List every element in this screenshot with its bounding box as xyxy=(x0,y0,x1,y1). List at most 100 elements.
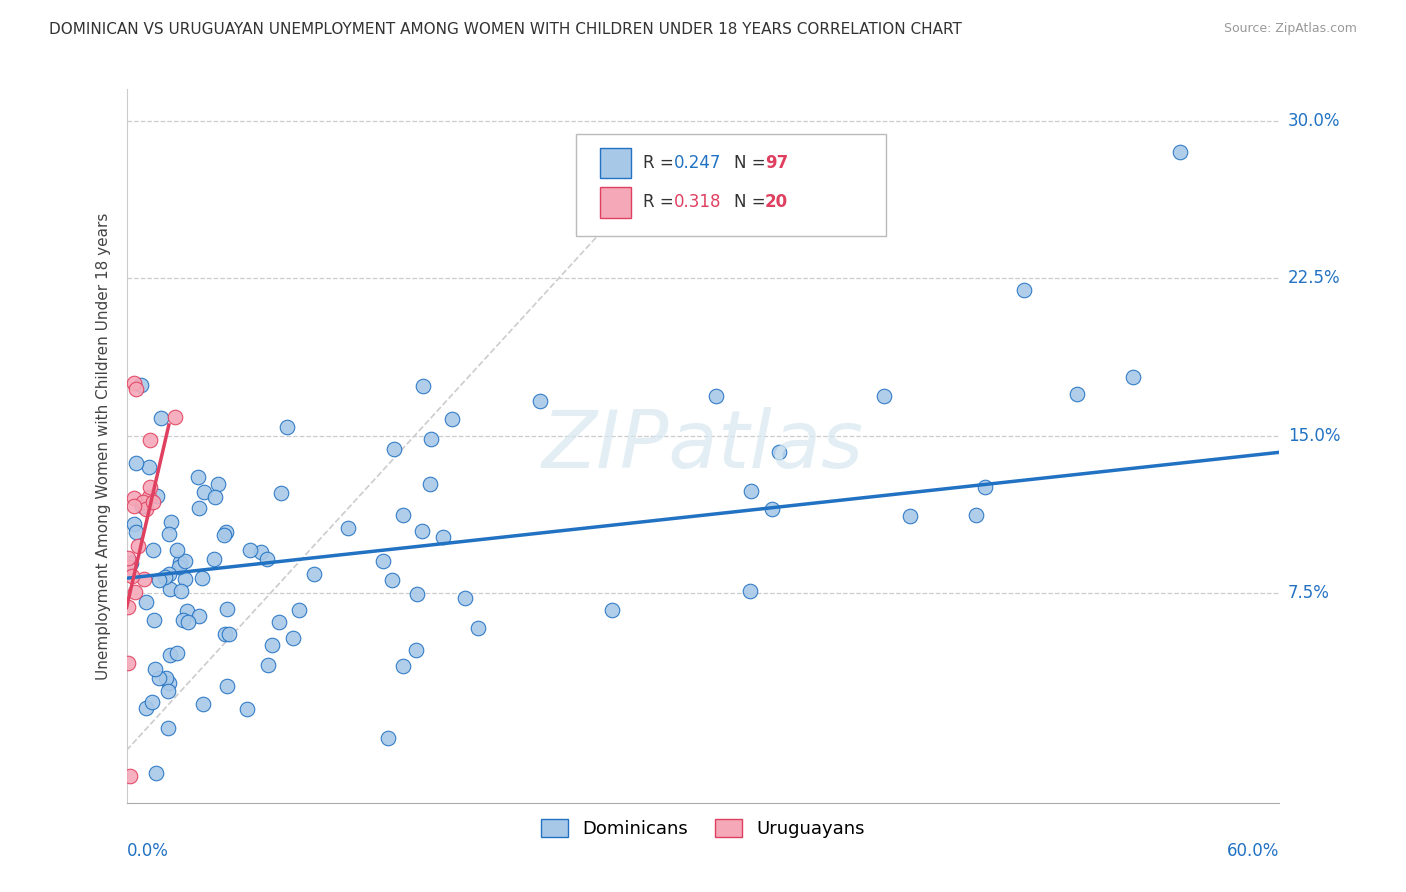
Text: ZIPatlas: ZIPatlas xyxy=(541,407,865,485)
Point xyxy=(122,491,145,505)
Point xyxy=(159,582,181,596)
Point xyxy=(131,378,153,392)
Point xyxy=(143,662,166,676)
Point xyxy=(145,489,167,503)
Point xyxy=(132,572,155,586)
Point xyxy=(212,528,235,542)
Point xyxy=(122,516,145,531)
Text: 7.5%: 7.5% xyxy=(1288,584,1330,602)
Point xyxy=(974,480,997,494)
Point xyxy=(392,659,415,673)
Point xyxy=(304,567,326,582)
Point xyxy=(117,656,139,670)
Text: 22.5%: 22.5% xyxy=(1288,269,1340,287)
Point xyxy=(173,572,195,586)
Text: 15.0%: 15.0% xyxy=(1288,426,1340,444)
Text: 60.0%: 60.0% xyxy=(1227,842,1279,860)
Point xyxy=(215,679,238,693)
Point xyxy=(141,695,163,709)
Point xyxy=(177,615,200,630)
Point xyxy=(420,432,443,446)
Point xyxy=(256,552,278,566)
Point xyxy=(740,484,762,499)
Point xyxy=(157,676,180,690)
Point xyxy=(965,508,987,522)
Point xyxy=(176,605,198,619)
Point xyxy=(127,539,149,553)
Point xyxy=(214,626,236,640)
Point xyxy=(214,524,236,539)
Point xyxy=(125,382,148,396)
Point xyxy=(131,499,153,513)
Text: 30.0%: 30.0% xyxy=(1288,112,1340,129)
Point xyxy=(419,477,441,491)
Point xyxy=(191,697,214,711)
Point xyxy=(217,602,239,616)
Point xyxy=(188,609,211,624)
Point xyxy=(454,591,477,606)
Point xyxy=(148,573,170,587)
Point xyxy=(187,470,209,484)
Point xyxy=(117,600,139,615)
Text: N =: N = xyxy=(734,154,770,172)
Point xyxy=(143,613,166,627)
Point xyxy=(142,543,165,558)
Point xyxy=(873,389,896,403)
Point xyxy=(135,501,157,516)
Text: 0.0%: 0.0% xyxy=(127,842,169,860)
Point xyxy=(153,570,176,584)
Point xyxy=(135,595,157,609)
Text: R =: R = xyxy=(643,194,679,211)
Point xyxy=(250,545,273,559)
Text: 97: 97 xyxy=(765,154,789,172)
Point xyxy=(157,527,180,541)
Point xyxy=(125,525,148,540)
Point xyxy=(157,567,180,582)
Point xyxy=(173,553,195,567)
Point xyxy=(276,419,298,434)
Point xyxy=(380,573,402,587)
Point xyxy=(740,583,762,598)
Point xyxy=(405,642,427,657)
Point xyxy=(172,613,194,627)
Y-axis label: Unemployment Among Women with Children Under 18 years: Unemployment Among Women with Children U… xyxy=(96,212,111,680)
Point xyxy=(125,456,148,470)
Point xyxy=(188,501,211,516)
Point xyxy=(142,495,165,509)
Point xyxy=(235,701,257,715)
Point xyxy=(155,671,177,685)
Point xyxy=(138,433,160,447)
Point xyxy=(1066,387,1088,401)
Point xyxy=(406,587,429,601)
Text: N =: N = xyxy=(734,194,770,211)
Point xyxy=(204,552,226,566)
Point xyxy=(124,500,146,514)
Point xyxy=(391,508,413,522)
Point xyxy=(166,543,188,558)
Point xyxy=(1122,369,1144,384)
Point xyxy=(218,626,240,640)
Point xyxy=(529,393,551,408)
Point xyxy=(120,556,142,570)
Point xyxy=(190,571,212,585)
Point xyxy=(441,411,464,425)
Point xyxy=(270,486,292,500)
Point xyxy=(169,555,191,569)
Point xyxy=(337,521,360,535)
Point xyxy=(120,768,142,782)
Point xyxy=(768,445,790,459)
Text: 0.247: 0.247 xyxy=(673,154,721,172)
Point xyxy=(602,603,624,617)
Point xyxy=(412,379,434,393)
Point xyxy=(159,648,181,663)
Point xyxy=(193,485,215,500)
Point xyxy=(145,765,167,780)
Text: 0.318: 0.318 xyxy=(673,194,721,211)
Point xyxy=(377,731,399,745)
Point xyxy=(150,411,173,425)
Point xyxy=(156,683,179,698)
Point xyxy=(239,543,262,558)
Point xyxy=(121,569,143,583)
Point xyxy=(166,646,188,660)
Point xyxy=(704,389,727,403)
